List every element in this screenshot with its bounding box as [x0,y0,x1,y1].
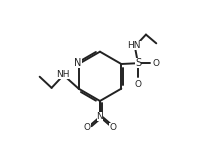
Text: HN: HN [127,41,141,50]
Text: O: O [134,80,141,89]
Text: O: O [84,123,91,132]
Text: O: O [109,123,116,132]
Text: N: N [97,112,103,121]
Text: S: S [135,58,141,68]
Text: O: O [153,59,160,68]
Text: NH: NH [56,70,69,79]
Text: N: N [74,58,81,68]
